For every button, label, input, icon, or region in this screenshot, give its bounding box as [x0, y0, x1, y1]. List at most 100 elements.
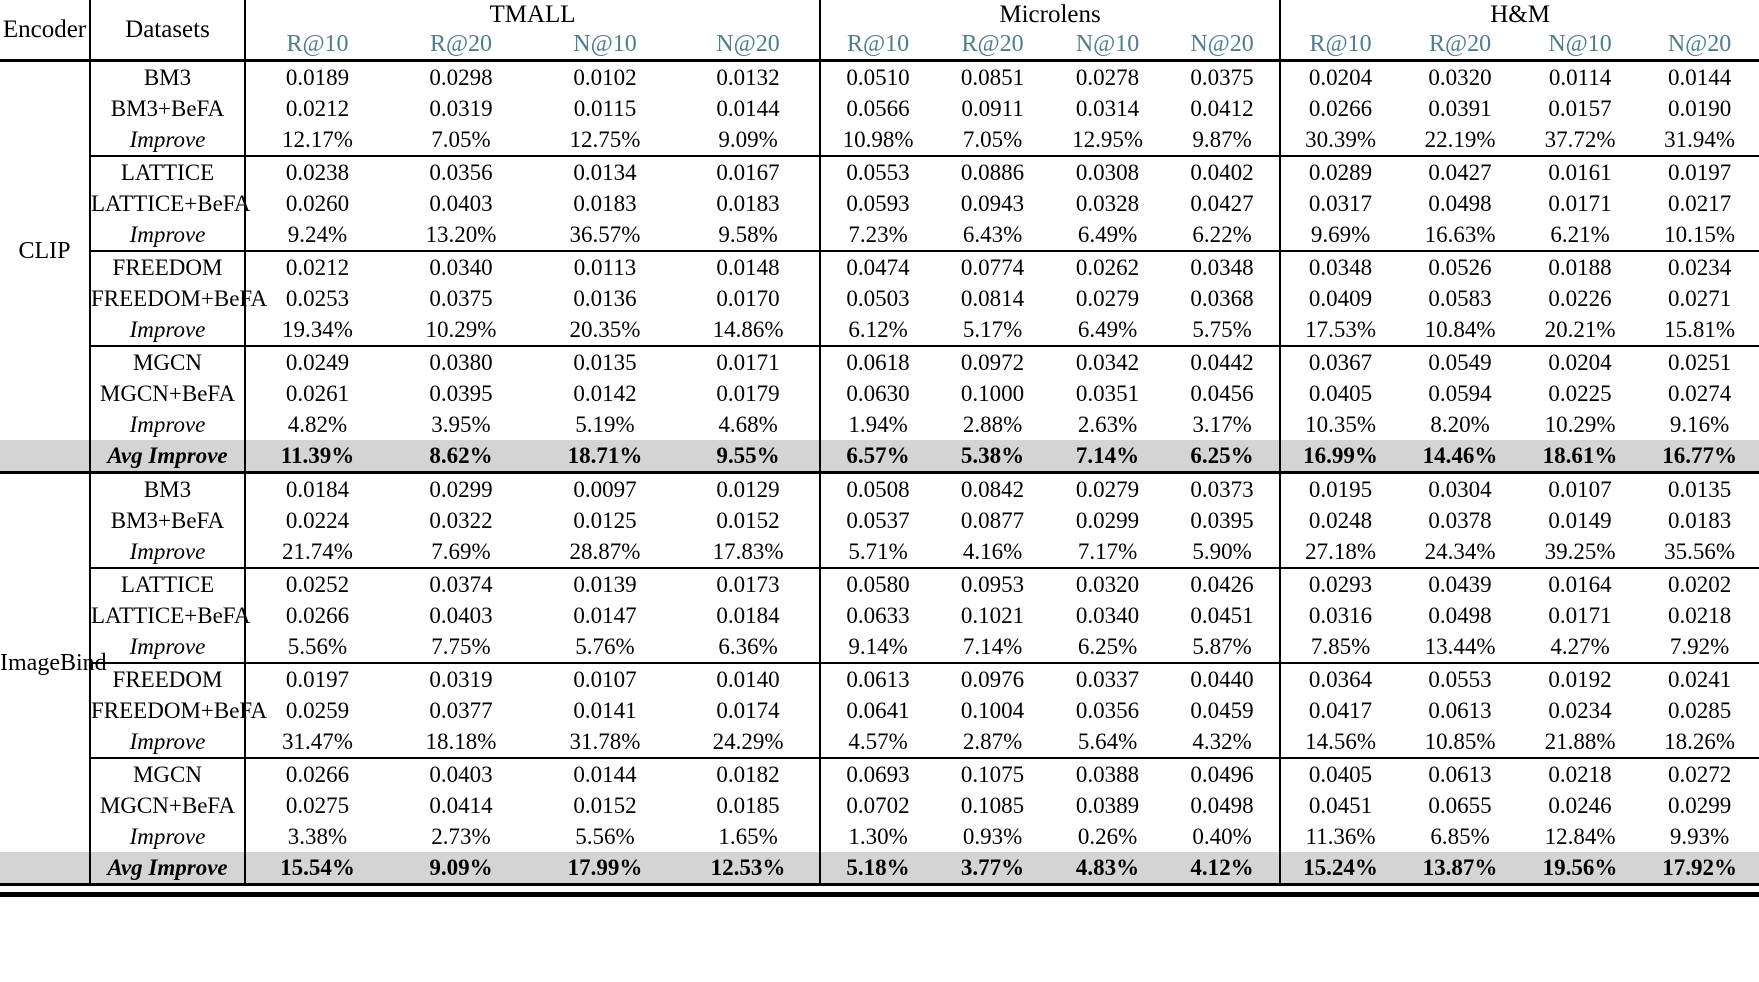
metric-value: 0.0553 [819, 155, 936, 188]
metric-value: 0.0174 [716, 698, 780, 723]
table-row: Improve 4.82% 3.95% 5.19% 4.68% 1.94% 2.88% 2.6… [0, 409, 1759, 440]
metric-value: 0.0976 [935, 662, 1051, 695]
metric-value: 21.88% [1544, 729, 1616, 754]
metric-value: 0.0526 [1400, 250, 1521, 283]
group-header-microlens: Microlens [819, 0, 1281, 30]
metric-value: 14.86% [712, 317, 784, 342]
avg-metric-value: 9.09% [389, 852, 533, 886]
metric-value: 12.17% [244, 124, 389, 156]
metric-value: 0.0380 [389, 345, 533, 378]
metric-value: 0.0161 [1520, 155, 1641, 188]
encoder-spacer [0, 852, 90, 886]
table-row: Improve 19.34% 10.29% 20.35% 14.86% 6.12% 5.17… [0, 314, 1759, 346]
metric-value: 5.71% [819, 536, 936, 568]
metric-value: 11.36% [1279, 821, 1401, 852]
table-row: FREEDOM+BeFA 0.0259 0.0377 0.0141 0.0174 0.06… [0, 695, 1759, 726]
metric-header: N@20 [677, 30, 821, 62]
metric-value: 5.56% [575, 824, 635, 849]
metric-value: 5.56% [244, 631, 389, 663]
metric-value: 9.69% [1279, 219, 1401, 251]
avg-metric-value: 9.55% [677, 440, 821, 474]
metric-value: 0.0877 [960, 508, 1025, 533]
metric-value: 5.76% [575, 634, 635, 659]
method-label: MGCN+BeFA [89, 790, 245, 821]
metric-value: 0.0314 [1075, 96, 1140, 121]
metric-value: 0.0234 [1640, 250, 1759, 283]
avg-metric-value: 3.77% [935, 852, 1051, 886]
metric-value: 0.0403 [429, 603, 493, 628]
metric-value: 0.0340 [1075, 603, 1140, 628]
metric-value: 0.40% [1192, 824, 1252, 849]
metric-value: 7.23% [819, 219, 936, 251]
metric-value: 5.87% [1192, 634, 1252, 659]
avg-metric-value: 13.87% [1400, 852, 1521, 886]
metric-value: 0.0367 [1279, 345, 1401, 378]
metric-value: 0.0190 [1667, 96, 1732, 121]
metric-value: 0.0378 [1428, 508, 1492, 533]
metric-value: 0.0246 [1548, 793, 1612, 818]
metric-value: 1.65% [718, 824, 778, 849]
metric-value: 0.0320 [1050, 567, 1166, 600]
metric-value: 0.0152 [716, 508, 780, 533]
metric-value: 0.0266 [244, 600, 389, 631]
metric-value: 0.0451 [1190, 603, 1254, 628]
metric-value: 0.0184 [244, 472, 389, 505]
metric-value: 0.0633 [819, 600, 936, 631]
metric-value: 0.0320 [1428, 65, 1492, 90]
metric-value: 35.56% [1664, 539, 1736, 564]
metric-value: 0.0308 [1050, 155, 1166, 188]
table-header: Encoder Datasets TMALL Microlens H&M R@1… [0, 0, 1759, 62]
metric-value: 0.0348 [1165, 250, 1281, 283]
method-label: LATTICE [89, 567, 245, 600]
metric-value: 0.0260 [244, 188, 389, 219]
metric-value: 0.0289 [1279, 155, 1401, 188]
metric-value: 13.44% [1424, 634, 1496, 659]
metric-value: 0.0144 [533, 757, 677, 790]
table-row: Improve 21.74% 7.69% 28.87% 17.83% 5.71% 4.16%… [0, 536, 1759, 568]
metric-value: 3.38% [244, 821, 389, 852]
metric-value: 7.75% [431, 634, 491, 659]
metric-value: 5.75% [1192, 317, 1252, 342]
metric-value: 9.14% [819, 631, 936, 663]
avg-metric-value: 6.25% [1165, 440, 1281, 474]
metric-value: 0.0655 [1428, 793, 1492, 818]
metric-value: 0.0348 [1279, 250, 1401, 283]
metric-value: 19.34% [244, 314, 389, 346]
metric-value: 0.0613 [1400, 757, 1521, 790]
metric-value: 0.0298 [429, 65, 493, 90]
encoder-spacer [0, 440, 90, 474]
metric-value: 0.0249 [244, 345, 389, 378]
metric-value: 0.0266 [1279, 93, 1401, 124]
metric-value: 0.0456 [1190, 381, 1254, 406]
metric-value: 0.0259 [244, 695, 389, 726]
metric-value: 2.73% [431, 824, 491, 849]
avg-metric-value: 8.62% [389, 440, 533, 474]
metric-value: 0.0299 [1667, 793, 1732, 818]
metric-value: 0.0274 [1667, 381, 1732, 406]
metric-value: 2.87% [962, 729, 1023, 754]
avg-metric-value: 18.71% [533, 440, 677, 474]
metric-value: 0.0185 [716, 793, 780, 818]
metric-value: 0.0115 [573, 96, 637, 121]
metric-value: 0.0427 [1190, 191, 1254, 216]
metric-value: 20.21% [1544, 317, 1616, 342]
metric-value: 0.0299 [429, 477, 493, 502]
metric-value: 0.0129 [716, 477, 780, 502]
table-row: Improve 31.47% 18.18% 31.78% 24.29% 4.57% 2.87… [0, 726, 1759, 758]
metric-value: 7.05% [431, 127, 491, 152]
metric-value: 0.0183 [1667, 508, 1732, 533]
metric-value: 0.0224 [244, 505, 389, 536]
method-label: MGCN [89, 345, 245, 378]
metric-value: 9.24% [244, 219, 389, 251]
metric-value: 7.85% [1279, 631, 1401, 663]
encoder-label: CLIP [18, 237, 71, 264]
metric-value: 0.0167 [677, 155, 821, 188]
metric-value: 5.90% [1192, 539, 1252, 564]
metric-value: 0.93% [962, 824, 1023, 849]
metric-value: 0.0132 [716, 65, 780, 90]
metric-value: 3.17% [1192, 412, 1252, 437]
metric-value: 13.20% [425, 222, 497, 247]
table-row: MGCN 0.0266 0.0403 0.0144 0.0182 0.0693 0.1075… [0, 757, 1759, 790]
metric-value: 0.0182 [677, 757, 821, 790]
